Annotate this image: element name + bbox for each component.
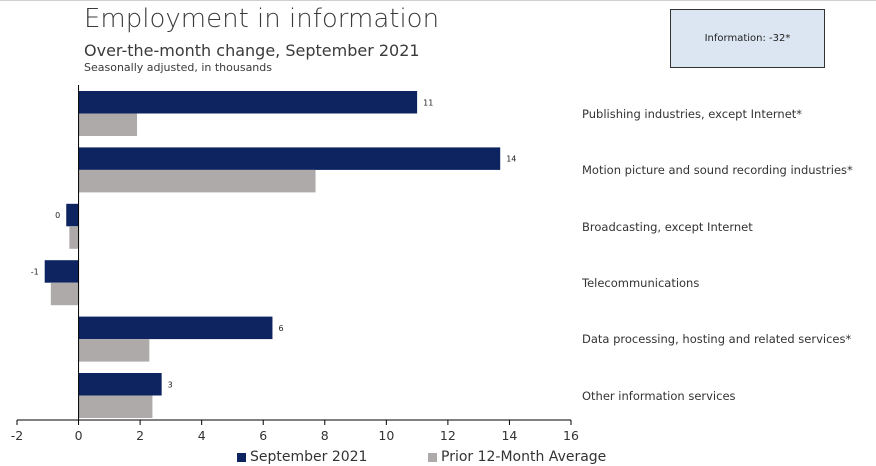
legend-label-september: September 2021 (250, 449, 368, 465)
legend-item-prior-average: Prior 12-Month Average (428, 449, 606, 465)
data-label-publishing: 11 (423, 98, 433, 107)
x-tick-label: 10 (378, 428, 394, 443)
x-tick-label: 0 (75, 428, 83, 443)
bar-september-broadcasting (66, 203, 79, 227)
x-tick-label: -2 (11, 428, 23, 443)
data-label-other-services: 3 (168, 380, 173, 389)
legend-label-prior-average: Prior 12-Month Average (441, 449, 607, 465)
category-label-telecommunications: Telecommunications (582, 276, 700, 290)
legend-swatch-prior-average (428, 452, 437, 462)
category-label-publishing: Publishing industries, except Internet* (582, 107, 803, 121)
x-tick-label: 2 (136, 428, 144, 443)
bar-prior-average-telecommunications (50, 282, 79, 306)
legend-item-september: September 2021 (237, 449, 367, 465)
data-label-motion-picture: 14 (506, 155, 516, 164)
x-tick-label: 6 (259, 428, 267, 443)
category-label-broadcasting: Broadcasting, except Internet (582, 220, 753, 234)
bar-september-telecommunications (44, 260, 79, 283)
x-tick-label: 12 (440, 428, 456, 443)
data-label-data-processing: 6 (278, 324, 283, 333)
legend-swatch-september (237, 452, 246, 462)
x-tick-label: 14 (501, 428, 517, 443)
bar-september-data-processing (78, 316, 273, 340)
data-label-broadcasting: 0 (55, 211, 60, 220)
bar-prior-average-other-services (78, 395, 153, 418)
bar-prior-average-publishing (78, 113, 138, 136)
chart-title: Employment in information (84, 4, 440, 34)
category-label-data-processing: Data processing, hosting and related ser… (582, 332, 852, 346)
data-label-telecommunications: -1 (31, 267, 39, 276)
bar-prior-average-data-processing (78, 339, 150, 362)
bar-prior-average-broadcasting (69, 226, 79, 249)
bar-september-other-services (78, 373, 162, 396)
annotation-text: Information: -32* (704, 33, 791, 44)
bar-september-publishing (78, 91, 418, 114)
chart-note: Seasonally adjusted, in thousands (84, 61, 272, 74)
bar-prior-average-motion-picture (78, 169, 316, 193)
annotation-box: Information: -32* (670, 9, 825, 68)
category-label-motion-picture: Motion picture and sound recording indus… (582, 163, 853, 177)
x-tick-label: 16 (563, 428, 579, 443)
chart-subtitle: Over-the-month change, September 2021 (84, 41, 420, 60)
category-label-other-services: Other information services (582, 389, 736, 403)
bar-september-motion-picture (78, 147, 501, 170)
top-divider (0, 0, 876, 1)
x-tick-label: 8 (321, 428, 329, 443)
x-tick-label: 4 (198, 428, 206, 443)
